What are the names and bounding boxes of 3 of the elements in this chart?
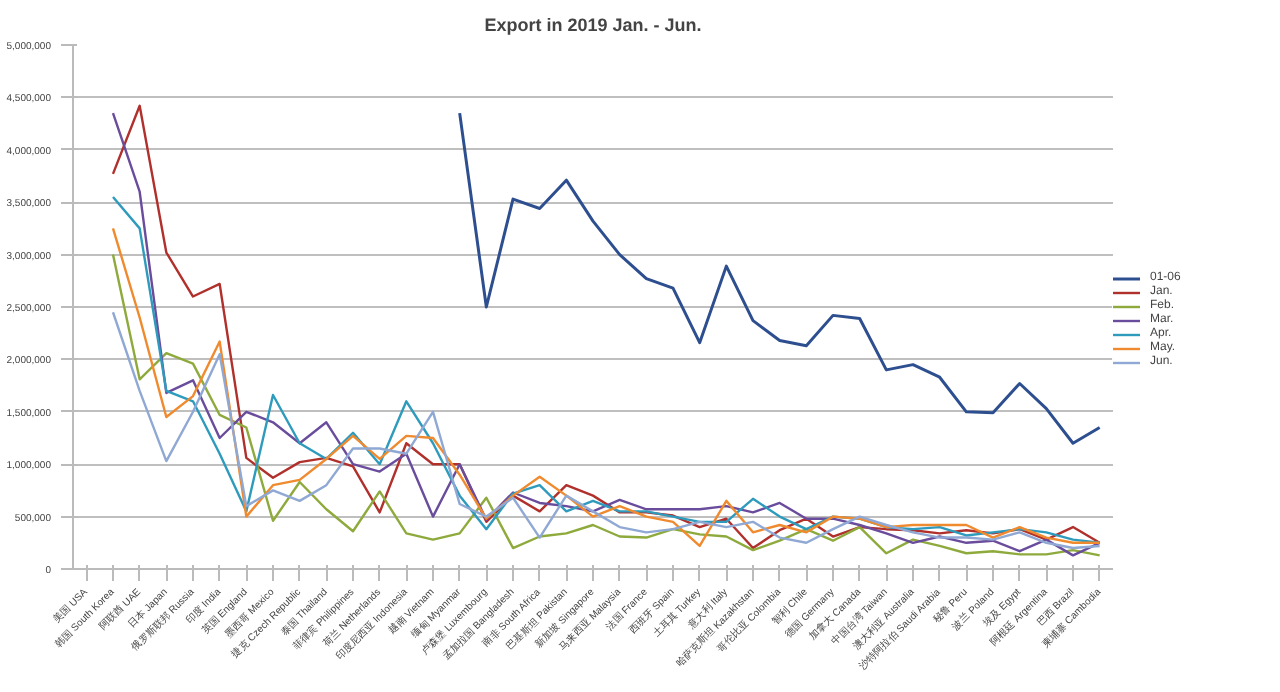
line-series	[458, 111, 1102, 445]
line-series	[111, 311, 1101, 550]
chart-title: Export in 2019 Jan. - Jun.	[484, 15, 702, 35]
